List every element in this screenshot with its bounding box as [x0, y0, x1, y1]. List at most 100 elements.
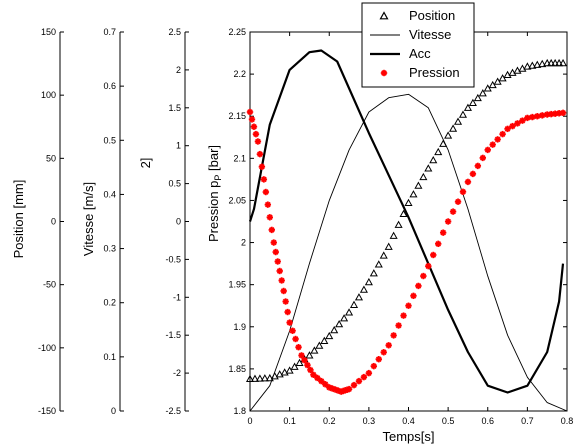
position-point	[255, 374, 264, 382]
pression-point	[479, 154, 486, 162]
x-tick-label: 0.4	[402, 416, 415, 426]
position-point	[275, 370, 284, 378]
position-point	[424, 164, 433, 172]
position-point	[503, 70, 512, 79]
pression-point	[559, 109, 567, 117]
pression-point	[246, 108, 254, 116]
pression-point	[514, 120, 521, 127]
pression-point	[280, 287, 287, 295]
pression-point	[292, 335, 299, 343]
acc-tick-label: -1.5	[165, 330, 181, 340]
pression-point	[385, 342, 392, 349]
series-acc	[248, 49, 565, 394]
x-tick-label: 0.6	[481, 416, 494, 426]
legend-label: Position	[409, 8, 455, 23]
position-point	[260, 374, 269, 382]
position-point	[558, 58, 568, 67]
pression-point	[278, 277, 285, 284]
legend-label: Acc	[409, 46, 431, 61]
position-point	[285, 366, 294, 374]
vitesse-tick-label: 0.1	[103, 352, 116, 362]
position-point	[551, 58, 560, 67]
acc-tick-label: 1.5	[168, 103, 181, 113]
pression-point	[260, 176, 268, 183]
position-point	[463, 103, 472, 111]
pression-point	[274, 258, 281, 265]
pression-point	[307, 366, 314, 374]
position-point	[409, 190, 418, 198]
y-tick-label: 1.8	[233, 406, 246, 416]
acc-tick-label: 2.5	[168, 27, 181, 37]
legend-label: Vitesse	[409, 27, 451, 42]
pression-point	[295, 344, 302, 351]
acc-axis: -2.5 -2 -1.5 -1 -0.5 0 0.5 1 1.5 2 2.5 2]	[138, 27, 189, 416]
pression-axis-ticks: 1.8 1.85 1.9 1.95 2 2.05 2.1 2.15 2.2 2.25	[228, 27, 567, 416]
pression-point	[494, 136, 501, 143]
acc-tick-label: 1	[176, 141, 181, 151]
acc-tick-label: 0.5	[168, 179, 181, 189]
pression-point	[365, 369, 373, 377]
y-tick-label: 2.2	[233, 69, 246, 79]
position-point	[295, 358, 304, 367]
pression-point	[286, 319, 293, 326]
pression-point	[248, 116, 256, 123]
position-point	[404, 198, 413, 207]
pression-point	[360, 373, 368, 381]
position-point	[538, 59, 547, 68]
position-tick-label: -150	[38, 406, 56, 416]
series-vitesse	[249, 93, 568, 412]
pression-point	[276, 267, 283, 275]
position-point	[290, 362, 299, 370]
pression-point	[484, 146, 491, 154]
position-tick-label: -50	[43, 280, 56, 290]
vitesse-tick-label: 0	[111, 406, 116, 416]
position-point	[315, 341, 324, 349]
position-point	[449, 124, 458, 132]
position-point	[444, 131, 453, 139]
series-pression	[246, 108, 567, 395]
legend-item-acc: Acc	[370, 46, 431, 61]
vitesse-tick-label: 0.2	[103, 298, 116, 308]
position-point	[555, 58, 564, 67]
legend-item-vitesse: Vitesse	[370, 27, 451, 42]
position-point	[310, 346, 319, 354]
acc-tick-label: 0	[176, 217, 181, 227]
position-point	[394, 220, 403, 228]
pression-point	[459, 188, 467, 196]
position-point	[330, 325, 339, 334]
vitesse-axis: 0 0.1 0.2 0.3 0.4 0.5 0.6 0.7 Vitesse [m/s]	[81, 27, 124, 416]
y-tick-label: 2.15	[228, 111, 246, 121]
x-tick-label: 0.8	[561, 416, 574, 426]
pression-point	[529, 113, 536, 121]
pression-point	[464, 178, 472, 186]
vitesse-tick-label: 0.5	[103, 135, 116, 145]
acc-tick-label: -1	[173, 292, 181, 302]
pression-point	[262, 188, 270, 196]
legend-swatch	[379, 11, 389, 20]
position-tick-label: 0	[51, 217, 56, 227]
y-tick-label: 2.05	[228, 195, 246, 205]
pression-point	[380, 349, 387, 356]
pression-point	[266, 214, 274, 221]
position-point	[379, 251, 388, 259]
position-point	[345, 308, 354, 316]
position-point	[429, 155, 438, 164]
pression-point	[264, 201, 272, 208]
position-point	[399, 209, 408, 217]
position-point	[340, 314, 349, 322]
x-tick-label: 0	[247, 416, 252, 426]
acc-line	[248, 49, 565, 394]
plot-frame	[249, 31, 568, 412]
pression-point	[282, 298, 289, 305]
position-tick-label: 100	[41, 90, 56, 100]
legend-item-pression: Pression	[380, 65, 460, 80]
pression-point	[370, 362, 378, 370]
pression-point	[289, 327, 296, 334]
position-point	[280, 368, 289, 376]
position-point	[513, 66, 522, 74]
x-tick-label: 0.5	[442, 416, 455, 426]
pression-point	[256, 150, 264, 158]
position-point	[359, 285, 368, 293]
pression-point	[430, 251, 437, 259]
position-point	[265, 373, 274, 382]
